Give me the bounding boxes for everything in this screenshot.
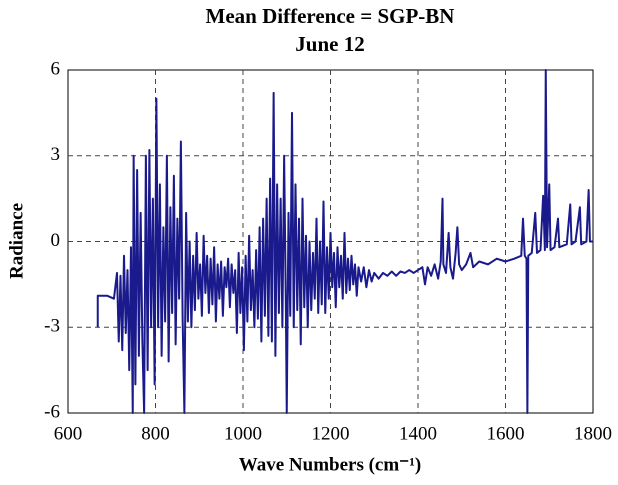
- data-line: [96, 69, 593, 414]
- x-tick-label: 1600: [487, 423, 525, 444]
- y-tick-label: 0: [51, 230, 61, 251]
- y-tick-label: -6: [44, 401, 60, 422]
- y-tick-label: -3: [44, 316, 60, 337]
- x-axis-label: Wave Numbers (cm⁻¹): [239, 454, 421, 475]
- y-tick-label: 3: [51, 144, 61, 165]
- chart-title: Mean Difference = SGP-BN: [206, 4, 455, 28]
- x-tick-label: 800: [141, 423, 170, 444]
- x-tick-label: 1800: [574, 423, 612, 444]
- x-tick-label: 1000: [224, 423, 262, 444]
- x-tick-label: 1200: [312, 423, 350, 444]
- chart-subtitle: June 12: [295, 32, 364, 56]
- y-axis-label: Radiance: [6, 203, 27, 279]
- x-tick-label: 600: [54, 423, 83, 444]
- y-tick-label: 6: [51, 58, 61, 79]
- x-tick-label: 1400: [399, 423, 437, 444]
